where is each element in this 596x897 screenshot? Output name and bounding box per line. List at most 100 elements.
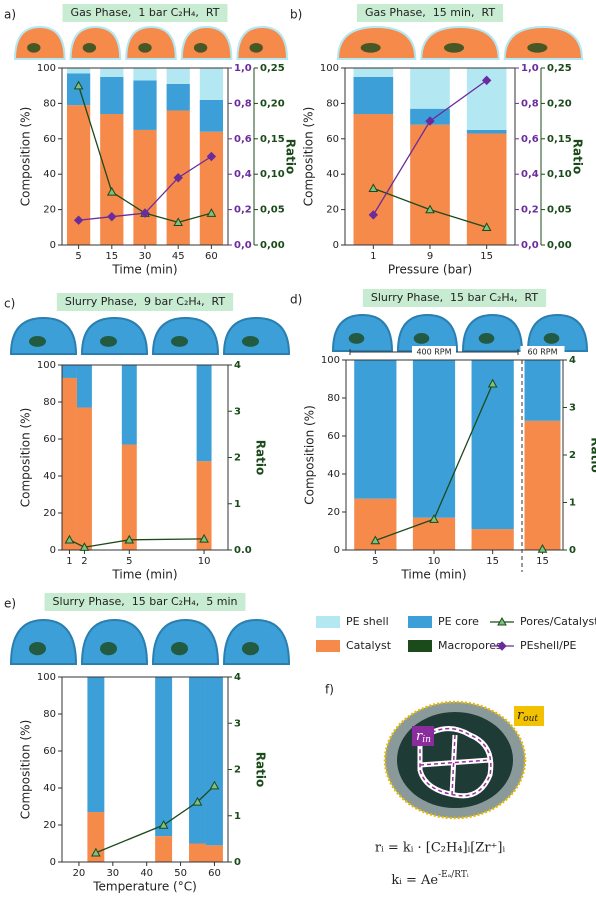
particle-image xyxy=(9,316,78,355)
bar-segment xyxy=(76,407,92,550)
y-tick-label: 0,05 xyxy=(260,205,285,216)
y-tick-label: 0,05 xyxy=(547,205,572,216)
x-tick-label: 15 xyxy=(105,251,118,262)
y-tick-label: 0 xyxy=(234,857,241,868)
y-tick-label: 0,2 xyxy=(521,205,539,216)
y-tick-label: 80 xyxy=(43,98,56,109)
x-tick-label: 5 xyxy=(372,556,378,567)
marker xyxy=(79,542,90,551)
bar-segment xyxy=(166,83,190,111)
y-tick-label: 0,00 xyxy=(547,240,572,251)
y-tick-label: 60 xyxy=(326,134,339,145)
y-tick-label: 80 xyxy=(43,397,56,408)
y-axis-title: Composition (%) xyxy=(19,408,33,508)
group-label-bg xyxy=(520,346,565,358)
chart-panel: d) Slurry Phase, 15 bar C₂H₄, RT020406080… xyxy=(290,289,596,582)
marker xyxy=(425,116,435,126)
particle-image-detail xyxy=(99,336,118,347)
legend-label: Pores/Catalyst xyxy=(520,615,596,628)
y-tick-label: 80 xyxy=(326,98,339,109)
y-tick-label: 3 xyxy=(234,406,241,417)
y-tick-label: 60 xyxy=(43,434,56,445)
chart-panel: e) Slurry Phase, 15 bar C₂H₄, 5 min020406… xyxy=(4,593,291,894)
y2-axis-title: Ratio xyxy=(589,437,596,472)
y-tick-label: 20 xyxy=(327,507,340,518)
group-label: 400 RPM xyxy=(416,348,451,357)
bar-segment xyxy=(205,677,223,846)
y-tick-label: 4 xyxy=(234,360,241,371)
y-tick-label: 0 xyxy=(50,545,56,556)
particle-image xyxy=(420,25,500,60)
marker xyxy=(209,780,220,790)
bar-segment xyxy=(353,76,394,115)
r-in-sub: in xyxy=(422,735,431,745)
bar-segment xyxy=(199,99,224,132)
bar-segment xyxy=(87,677,105,813)
y-tick-label: 100 xyxy=(320,63,339,74)
bar-segment xyxy=(133,80,157,130)
particle-image xyxy=(336,25,417,60)
bar-segment xyxy=(199,131,224,245)
panel-label: f) xyxy=(325,683,334,697)
marker xyxy=(537,544,548,553)
particle-image xyxy=(396,313,459,352)
y-tick-label: 40 xyxy=(327,469,340,480)
chart-panel: c) Slurry Phase, 9 bar C₂H₄, RT 0 20 40 60 80 1… xyxy=(4,293,291,582)
y-tick-label: 3 xyxy=(234,718,241,729)
x-tick-label: 1 xyxy=(66,556,72,567)
particle-image xyxy=(236,25,289,60)
y-tick-label: 0,0 xyxy=(521,240,539,251)
y-tick-label: 100 xyxy=(37,63,56,74)
marker xyxy=(368,210,379,220)
y-tick-label: 0,0 xyxy=(234,240,252,251)
bar-segment xyxy=(100,68,124,77)
x-tick-label: 40 xyxy=(140,868,153,879)
particle-image-detail xyxy=(28,642,47,656)
marker xyxy=(73,215,84,225)
x-tick-label: 20 xyxy=(73,868,86,879)
y-tick-label: 1,0 xyxy=(521,63,539,74)
particle-image-detail xyxy=(241,642,260,656)
bar-segment xyxy=(189,677,206,844)
x-tick-label: 60 xyxy=(205,251,218,262)
bar-segment xyxy=(62,365,77,378)
bar-segment xyxy=(155,677,173,837)
bar-segment xyxy=(205,845,223,862)
y-tick-label: 80 xyxy=(43,709,56,720)
bar-segment xyxy=(471,360,514,530)
legend-swatch xyxy=(408,616,432,628)
x-axis-title: Time (min) xyxy=(111,263,177,277)
y-tick-label: 20 xyxy=(43,508,56,519)
y-tick-label: 100 xyxy=(321,355,340,366)
y-tick-label: 0,25 xyxy=(260,63,285,74)
y-tick-label: 40 xyxy=(43,471,56,482)
chart-title: Slurry Phase, 9 bar C₂H₄, RT xyxy=(65,295,226,308)
legend-label: Macropores xyxy=(438,639,502,652)
marker xyxy=(368,183,379,193)
marker xyxy=(124,534,135,544)
x-tick-label: 5 xyxy=(75,251,81,262)
y-tick-label: 0,25 xyxy=(547,63,572,74)
chart-title: Gas Phase, 15 min, RT xyxy=(365,6,495,19)
particle-image-detail xyxy=(170,642,189,656)
marker xyxy=(206,208,217,217)
y-tick-label: 40 xyxy=(43,783,56,794)
particle-image-detail xyxy=(138,43,152,53)
marker xyxy=(140,208,150,218)
marker xyxy=(73,80,84,90)
y-tick-label: 0 xyxy=(569,545,576,556)
chart-title: Slurry Phase, 15 bar C₂H₄, 5 min xyxy=(53,595,238,608)
y-tick-label: 0,4 xyxy=(234,169,252,180)
particle-image xyxy=(80,316,149,355)
particle-image-detail xyxy=(28,336,47,347)
y-axis-title: Composition (%) xyxy=(303,405,317,505)
bar-segment xyxy=(155,836,173,862)
bar-segment xyxy=(100,114,124,246)
y-axis-title: Composition (%) xyxy=(19,107,33,207)
particle-image-detail xyxy=(478,333,495,344)
y-tick-label: 60 xyxy=(43,134,56,145)
marker xyxy=(173,217,184,227)
legend: PE shell PE core Pores/Catalyst Catalyst Mac… xyxy=(316,615,596,652)
panel-label: e) xyxy=(4,597,16,611)
y-tick-label: 1 xyxy=(234,811,241,822)
